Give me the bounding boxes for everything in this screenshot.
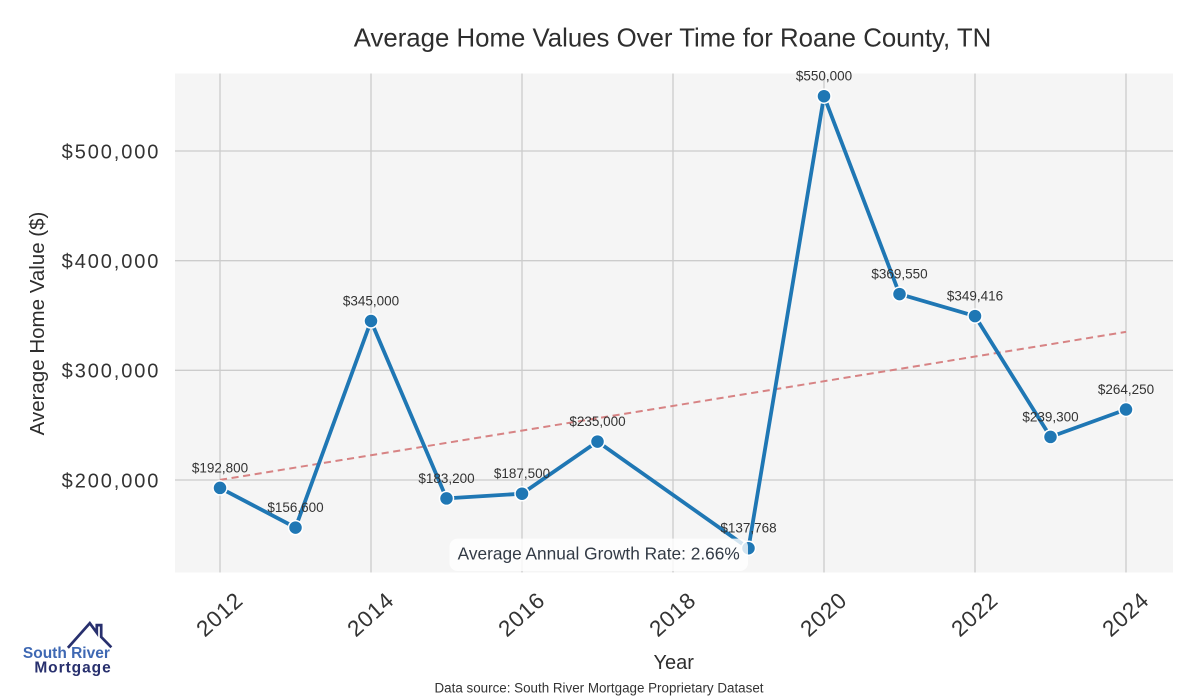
svg-text:$550,000: $550,000 [796,69,852,84]
svg-text:$500,000: $500,000 [62,141,161,163]
svg-text:2020: 2020 [796,587,852,641]
svg-text:Average Home Values Over Time: Average Home Values Over Time for Roane … [354,25,992,53]
svg-text:Year: Year [653,652,694,674]
svg-text:2012: 2012 [192,587,248,641]
svg-text:2014: 2014 [343,587,399,641]
svg-text:$183,200: $183,200 [418,471,474,486]
svg-text:Mortgage: Mortgage [34,660,111,677]
svg-text:2024: 2024 [1098,587,1154,641]
svg-text:$400,000: $400,000 [62,251,161,273]
svg-text:$235,000: $235,000 [569,414,625,429]
svg-text:$264,250: $264,250 [1098,382,1154,397]
svg-text:2022: 2022 [947,587,1003,641]
svg-text:2018: 2018 [645,587,701,641]
svg-text:$156,600: $156,600 [267,500,323,515]
svg-text:$192,800: $192,800 [192,460,248,475]
svg-text:$239,300: $239,300 [1022,409,1078,424]
svg-text:$345,000: $345,000 [343,294,399,309]
svg-text:$300,000: $300,000 [62,361,161,383]
svg-text:$200,000: $200,000 [62,470,161,492]
svg-text:Average Annual Growth Rate: 2.: Average Annual Growth Rate: 2.66% [458,543,740,563]
svg-text:$369,550: $369,550 [871,267,927,282]
svg-text:$187,500: $187,500 [494,466,550,481]
svg-text:$137,768: $137,768 [720,521,776,536]
svg-text:$349,416: $349,416 [947,289,1003,304]
svg-text:Data source: South River Mortg: Data source: South River Mortgage Propri… [435,681,764,696]
svg-text:South River: South River [23,645,110,662]
svg-text:Average Home Value ($): Average Home Value ($) [26,212,49,436]
svg-text:2016: 2016 [494,587,550,641]
